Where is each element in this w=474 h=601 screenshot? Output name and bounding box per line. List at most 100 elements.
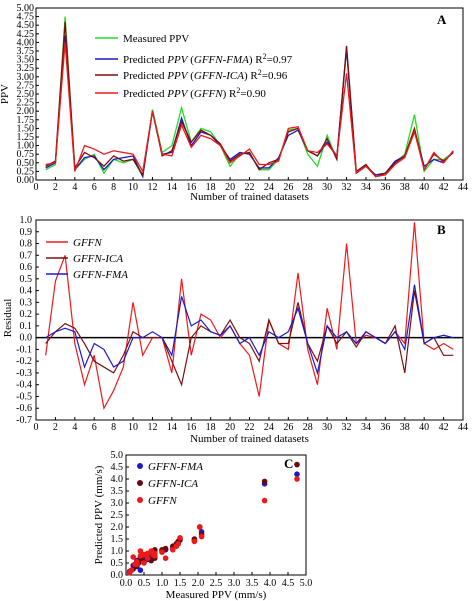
- y-tick-label: 2.0: [111, 522, 124, 533]
- legend-entry-1: GFFN-FMA: [148, 461, 203, 473]
- x-tick-label: 0: [34, 422, 39, 433]
- x-tick-label: 26: [283, 422, 293, 433]
- y-tick-label: -0.4: [16, 380, 32, 391]
- y-tick-label: 4.5: [111, 462, 124, 473]
- y-tick-label: 0.8: [20, 239, 33, 250]
- scatter-point-3: [198, 533, 205, 540]
- x-tick-label: 38: [400, 182, 410, 193]
- x-tick-label: 36: [380, 182, 390, 193]
- x-tick-label: 6: [92, 422, 97, 433]
- y-tick-label: 0.0: [111, 570, 124, 581]
- x-tick-label: 38: [400, 422, 410, 433]
- x-tick-label: 12: [147, 182, 157, 193]
- x-tick-label: 10: [128, 182, 138, 193]
- x-tick-label: 8: [111, 422, 116, 433]
- y-tick-label: 1.00: [17, 141, 35, 152]
- scatter-point-1: [294, 471, 300, 478]
- y-tick-label: 0.50: [17, 158, 35, 169]
- x-tick-label: 2: [53, 422, 58, 433]
- x-tick-label: 44: [458, 182, 468, 193]
- y-tick-label: 1.50: [17, 123, 35, 134]
- y-tick-label: 0.2: [20, 309, 33, 320]
- y-tick-label: 0.5: [111, 558, 124, 569]
- x-tick-label: 32: [342, 422, 352, 433]
- y-axis-label: Residual: [2, 299, 14, 338]
- x-tick-label: 42: [439, 422, 449, 433]
- y-tick-label: 3.50: [17, 55, 35, 66]
- y-tick-label: 0.5: [20, 274, 33, 285]
- scatter-point-3: [141, 560, 147, 566]
- x-axis-label: Number of trained datasets: [190, 191, 309, 203]
- scatter-point-3: [197, 524, 203, 530]
- legend-entry-4: Predicted PPV (GFFN) R2=0.90: [123, 86, 266, 101]
- x-tick-label: 40: [419, 182, 429, 193]
- panel-label: B: [437, 222, 446, 237]
- scatter-point-2: [294, 461, 300, 468]
- scatter-point-3: [170, 547, 176, 553]
- x-tick-label: 24: [264, 422, 274, 433]
- scatter-point-3: [261, 497, 268, 504]
- scatter-point-3: [144, 555, 151, 561]
- x-tick-label: 30: [322, 422, 332, 433]
- series-line-4: [45, 42, 454, 178]
- legend-marker-2: [137, 480, 143, 486]
- x-tick-label: 28: [303, 182, 313, 193]
- legend-entry-2: Predicted PPV (GFFN-FMA) R2=0.97: [123, 52, 293, 67]
- legend-marker-1: [137, 463, 143, 469]
- y-tick-label: -0.3: [16, 368, 32, 379]
- x-tick-label: 14: [167, 422, 177, 433]
- x-tick-label: 32: [342, 182, 352, 193]
- y-tick-label: 4.00: [17, 37, 35, 48]
- y-axis-label: Predicted PPV (mm/s): [93, 465, 105, 564]
- scatter-point-3: [134, 559, 140, 565]
- x-tick-label: 5.0: [300, 578, 313, 589]
- scatter-point-3: [162, 555, 169, 561]
- x-tick-label: 2.0: [192, 578, 205, 589]
- y-tick-label: 3.25: [17, 63, 35, 74]
- x-tick-label: 3.0: [228, 578, 241, 589]
- y-tick-label: 0.0: [20, 333, 33, 344]
- scatter-point-3: [137, 548, 144, 554]
- legend-entry-3: GFFN: [148, 495, 177, 507]
- x-tick-label: 20: [225, 182, 235, 193]
- x-tick-label: 18: [206, 182, 216, 193]
- y-tick-label: 1.25: [17, 132, 35, 143]
- y-axis-label: PPV: [0, 84, 11, 104]
- series-line-3: [45, 21, 454, 178]
- scatter-point-3: [294, 476, 300, 482]
- x-tick-label: 40: [419, 422, 429, 433]
- y-tick-label: 1.0: [20, 215, 33, 226]
- panel-c-scatter-chart: 0.0 0.5 1.0 1.5 2.0 2.5 3.0 3.5 4.0 4.5 5.00.00.51…: [93, 450, 312, 601]
- x-tick-label: 4.0: [264, 578, 277, 589]
- legend-entry-2: GFFN-ICA: [73, 253, 123, 265]
- series-line-3: [45, 284, 454, 376]
- x-tick-label: 16: [186, 422, 196, 433]
- panel-label: A: [437, 12, 447, 27]
- scatter-point-2: [261, 478, 268, 485]
- y-tick-label: 0.25: [17, 166, 35, 177]
- x-tick-label: 14: [167, 182, 177, 193]
- x-tick-label: 16: [186, 182, 196, 193]
- y-tick-label: 5.00: [17, 3, 35, 14]
- x-tick-label: 34: [361, 182, 371, 193]
- scatter-point-3: [177, 535, 183, 541]
- y-tick-label: -0.5: [16, 391, 32, 402]
- x-tick-label: 4: [72, 422, 77, 433]
- legend-entry-1: GFFN: [73, 237, 102, 249]
- x-tick-label: 2.5: [210, 578, 223, 589]
- scatter-point-2: [162, 545, 169, 552]
- y-tick-label: 3.00: [17, 72, 35, 83]
- legend-entry-3: Predicted PPV (GFFN-ICA) R2=0.96: [123, 68, 288, 83]
- y-tick-label: 4.25: [17, 29, 35, 40]
- x-tick-label: 44: [458, 422, 468, 433]
- y-tick-label: 5.0: [111, 450, 124, 461]
- y-tick-label: 3.0: [111, 498, 124, 509]
- x-tick-label: 22: [245, 182, 255, 193]
- x-tick-label: 26: [283, 182, 293, 193]
- legend-entry-1: Measured PPV: [123, 33, 189, 45]
- y-tick-label: 3.5: [111, 486, 124, 497]
- scatter-point-3: [152, 550, 158, 557]
- y-tick-label: 2.00: [17, 106, 35, 117]
- panel-b-residual-chart: 0 2 4 6 8 10 12 14 16 18 20 22 24 26 28 30 32 34 36 38 40 42 4…: [2, 215, 468, 445]
- x-tick-label: 18: [206, 422, 216, 433]
